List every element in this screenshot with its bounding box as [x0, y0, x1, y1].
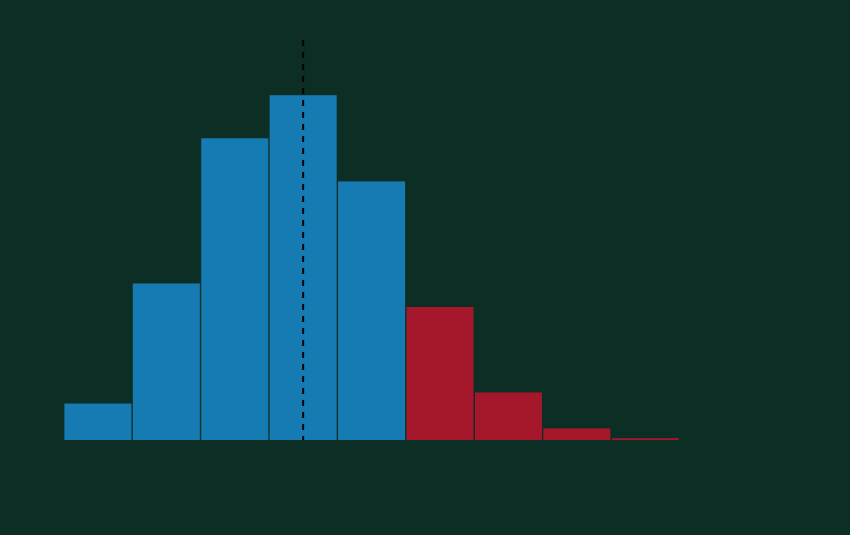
bar-8: [612, 438, 679, 440]
bar-1: [133, 284, 200, 440]
bar-0: [64, 404, 131, 440]
bar-4: [338, 181, 405, 440]
bar-2: [201, 138, 268, 440]
binomial-histogram: [0, 0, 850, 535]
bar-6: [475, 392, 542, 440]
bar-7: [543, 428, 610, 440]
bar-5: [406, 307, 473, 440]
